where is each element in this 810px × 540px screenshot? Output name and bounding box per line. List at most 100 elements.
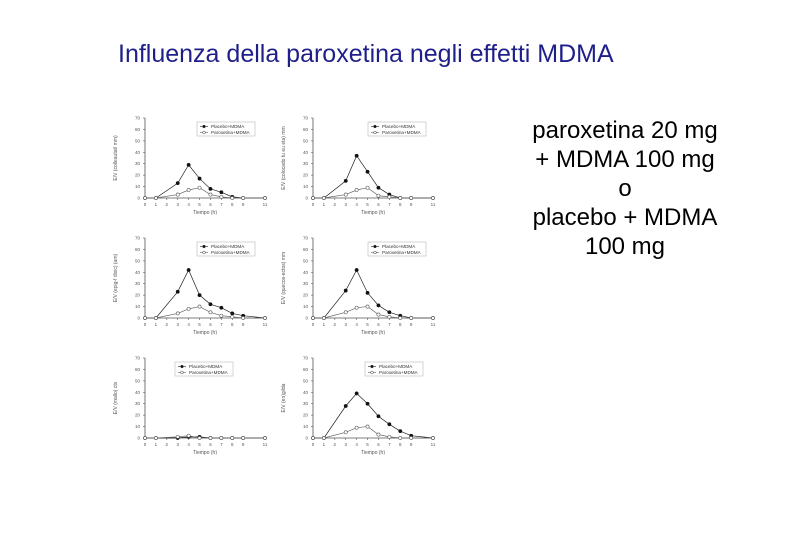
- legend-label: Placebo+MDMA: [379, 364, 413, 369]
- legend-box: [367, 241, 427, 257]
- data-point-placebo: [343, 404, 348, 408]
- x-tick-label: 2: [334, 202, 337, 207]
- data-point-paroxetina: [208, 436, 213, 440]
- y-tick-label: 10: [303, 424, 309, 429]
- x-tick-label: 0: [312, 322, 315, 327]
- data-point-placebo: [365, 169, 370, 174]
- x-tick-label: 6: [209, 202, 212, 207]
- x-tick-label: 11: [431, 322, 436, 327]
- data-point-paroxetina: [431, 196, 435, 200]
- chart-panel: 0 10 20 30 40 50 60 70 0 1 2 3 4 5 6 7 8 9 11 Tiempo (h) E/V…: [113, 116, 268, 217]
- data-point-placebo: [354, 153, 359, 158]
- data-point-paroxetina: [154, 316, 158, 320]
- x-tick-label: 3: [176, 442, 179, 447]
- y-tick-label: 70: [303, 116, 309, 121]
- y-axis-label: E/V (colocado tu eu eta) mm: [281, 126, 287, 189]
- data-point-paroxetina: [175, 192, 180, 197]
- x-tick-label: 9: [242, 322, 245, 327]
- legend-marker: [202, 124, 206, 129]
- data-point-placebo: [365, 290, 370, 295]
- data-point-paroxetina: [186, 433, 191, 438]
- legend-label: Paroxetina+MDMA: [211, 130, 251, 135]
- y-tick-label: 30: [303, 281, 309, 286]
- data-point-placebo: [186, 162, 191, 167]
- data-point-placebo: [376, 414, 381, 419]
- x-tick-label: 8: [399, 322, 402, 327]
- x-tick-label: 0: [312, 202, 315, 207]
- data-point-placebo: [343, 178, 348, 183]
- legend-marker: [373, 244, 377, 249]
- x-tick-label: 9: [410, 202, 413, 207]
- x-tick-label: 6: [209, 322, 212, 327]
- legend-label: Placebo+MDMA: [189, 364, 223, 369]
- y-tick-label: 0: [305, 196, 308, 201]
- x-tick-label: 4: [187, 442, 190, 447]
- x-tick-label: 5: [366, 322, 369, 327]
- data-point-paroxetina: [387, 314, 392, 319]
- data-point-paroxetina: [343, 192, 348, 197]
- x-axis-label: Tiempo (h): [361, 330, 385, 336]
- legend-box: [364, 361, 424, 377]
- data-point-paroxetina: [175, 311, 180, 316]
- legend-label: Placebo+MDMA: [382, 124, 416, 129]
- data-point-placebo: [354, 268, 359, 272]
- x-tick-label: 8: [231, 202, 234, 207]
- x-tick-label: 2: [166, 442, 169, 447]
- y-tick-label: 20: [135, 173, 141, 178]
- x-tick-label: 3: [176, 322, 179, 327]
- data-point-placebo: [354, 391, 359, 396]
- data-point-paroxetina: [387, 434, 392, 439]
- x-tick-label: 1: [323, 322, 326, 327]
- x-tick-label: 4: [187, 322, 190, 327]
- y-tick-label: 10: [135, 424, 141, 429]
- data-point-placebo: [376, 185, 381, 190]
- legend-box: [196, 121, 256, 137]
- legend-label: Paroxetina+MDMA: [382, 130, 422, 135]
- data-point-placebo: [219, 190, 224, 195]
- y-tick-label: 50: [303, 138, 309, 143]
- y-tick-label: 20: [135, 413, 141, 418]
- x-tick-label: 11: [431, 442, 436, 447]
- x-tick-label: 0: [144, 322, 147, 327]
- x-tick-label: 9: [410, 322, 413, 327]
- data-point-paroxetina: [398, 436, 403, 440]
- data-point-paroxetina: [365, 185, 370, 190]
- data-point-paroxetina: [376, 193, 381, 198]
- legend-marker: [180, 370, 184, 375]
- x-tick-label: 6: [377, 202, 380, 207]
- y-tick-label: 70: [135, 116, 141, 121]
- series-line-placebo: [313, 269, 433, 319]
- y-tick-label: 10: [303, 304, 309, 309]
- side-text-line: 100 mg: [584, 233, 666, 260]
- data-point-placebo: [197, 293, 202, 298]
- x-tick-label: 7: [220, 442, 223, 447]
- y-tick-label: 40: [135, 270, 141, 275]
- chart-panel: 0 10 20 30 40 50 60 70 0 1 2 3 4 5 6 7 8 9 11 Tiempo (h) E/V…: [281, 116, 436, 217]
- data-point-paroxetina: [230, 436, 235, 440]
- legend-marker: [370, 364, 374, 369]
- data-point-paroxetina: [186, 188, 191, 192]
- series-line-placebo: [145, 269, 266, 319]
- x-tick-label: 11: [263, 442, 268, 447]
- data-point-paroxetina: [263, 316, 267, 320]
- legend-marker: [373, 124, 377, 129]
- legend-label: Paroxetina+MDMA: [382, 250, 422, 255]
- data-point-paroxetina: [208, 192, 213, 197]
- x-tick-label: 8: [399, 202, 402, 207]
- x-tick-label: 1: [155, 442, 158, 447]
- y-axis-label: E/V (en)gilda: [281, 383, 287, 412]
- x-tick-label: 6: [377, 442, 380, 447]
- data-point-paroxetina: [322, 316, 326, 320]
- x-tick-label: 4: [355, 322, 358, 327]
- y-tick-label: 30: [135, 401, 141, 406]
- legend-label: Paroxetina+MDMA: [379, 370, 419, 375]
- y-tick-label: 60: [303, 367, 309, 372]
- series-line-paroxetina: [313, 426, 433, 439]
- x-tick-label: 4: [187, 202, 190, 207]
- y-tick-label: 0: [137, 196, 140, 201]
- x-tick-label: 7: [220, 322, 223, 327]
